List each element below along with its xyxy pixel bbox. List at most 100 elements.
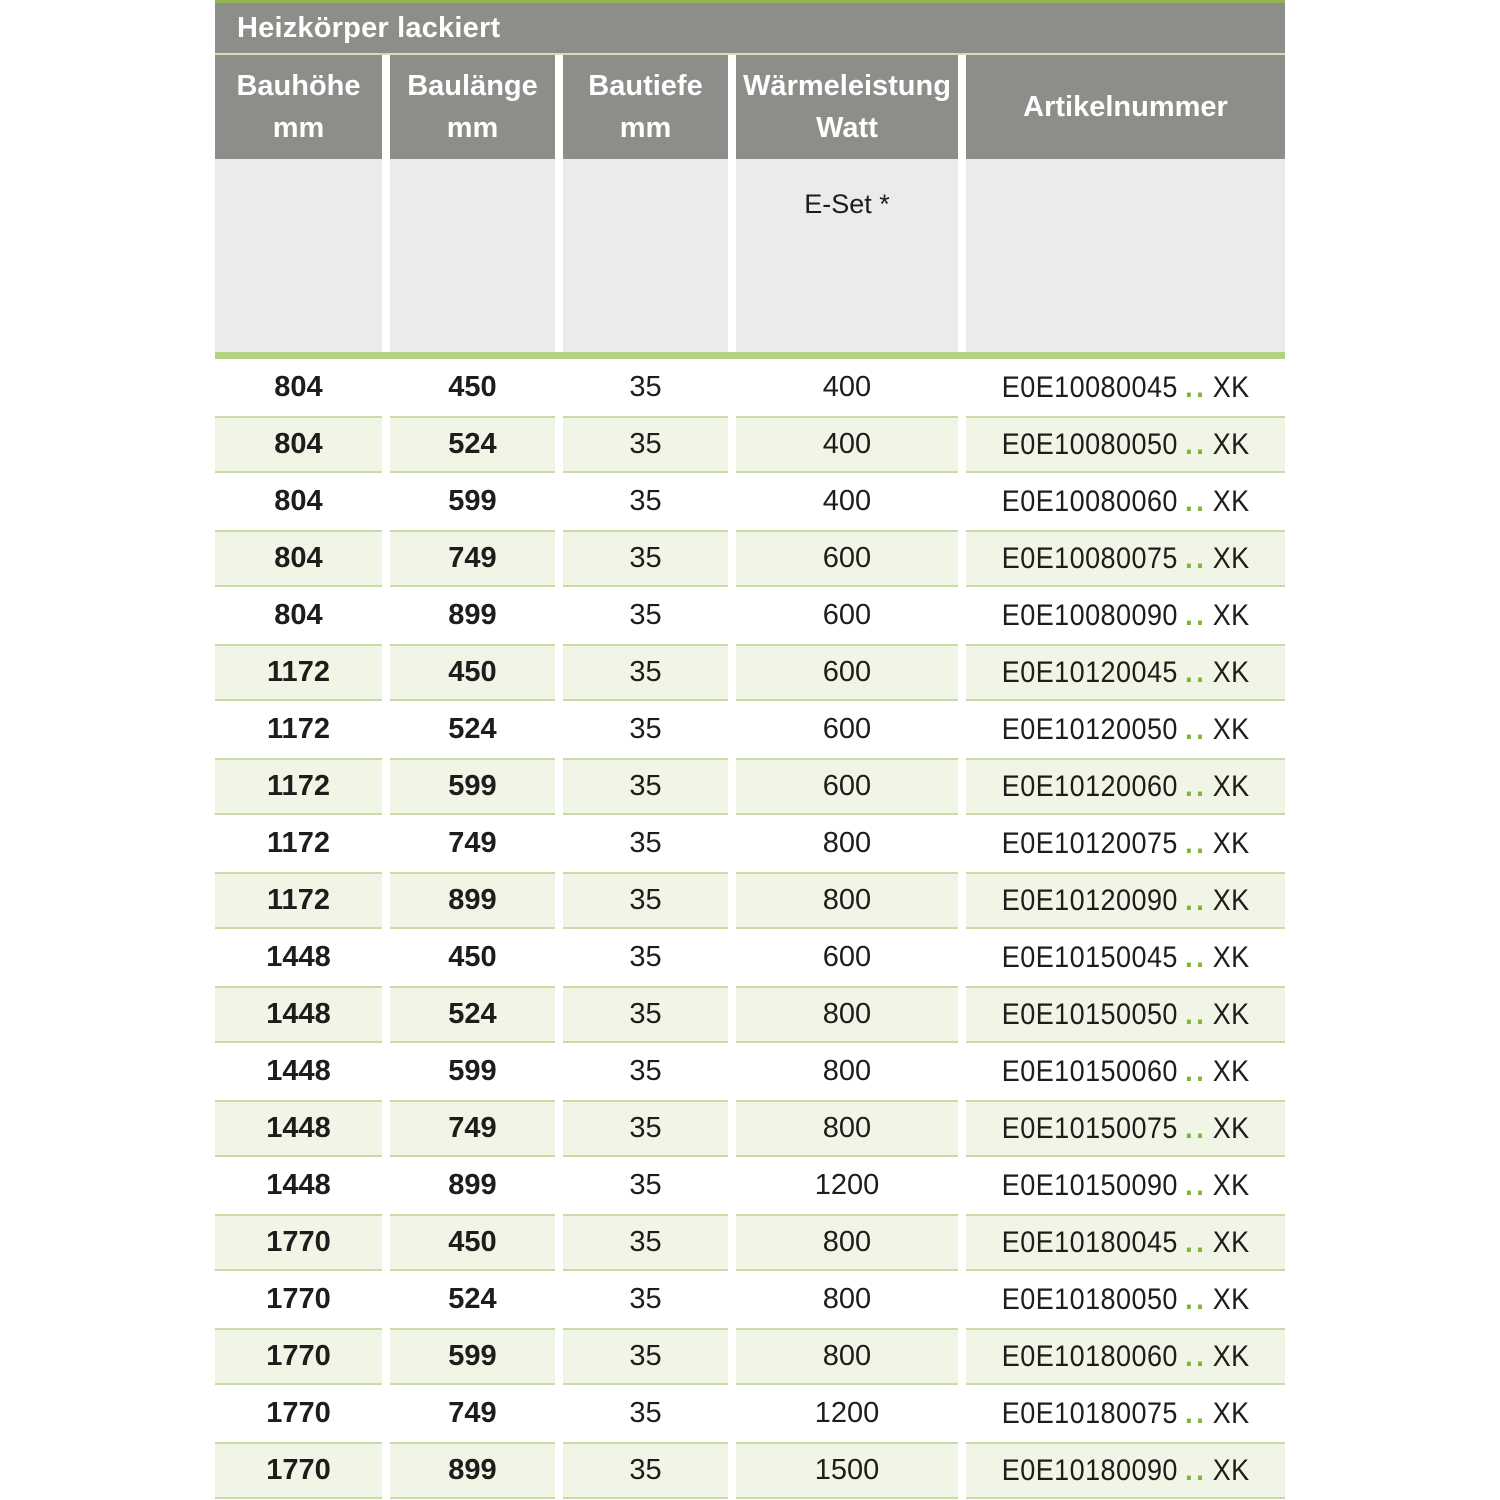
cell-artikelnummer: E0E10150045.. XK xyxy=(966,929,1285,986)
cell-baulaenge: 450 xyxy=(390,359,555,416)
cell-watt: 600 xyxy=(736,530,958,587)
article-number: E0E10120060.. XK xyxy=(1002,770,1250,804)
article-suffix: XK xyxy=(1212,1168,1250,1202)
cell-bauhoehe: 804 xyxy=(215,416,382,473)
cell-bauhoehe: 1770 xyxy=(215,1214,382,1271)
article-suffix: XK xyxy=(1212,1282,1250,1316)
cell-baulaenge: 450 xyxy=(390,644,555,701)
article-suffix: XK xyxy=(1212,997,1250,1031)
table-row: 804 524 35 400 E0E10080050.. XK xyxy=(215,416,1285,473)
article-dots: .. xyxy=(1184,541,1208,575)
article-dots: .. xyxy=(1184,1225,1208,1259)
cell-baulaenge: 899 xyxy=(390,872,555,929)
cell-bautiefe: 35 xyxy=(563,701,728,758)
article-prefix: E0E10150090 xyxy=(1001,1168,1178,1202)
subheader-cell-bauhoehe xyxy=(215,159,382,352)
cell-bautiefe: 35 xyxy=(563,644,728,701)
eset-label: E-Set * xyxy=(804,189,890,219)
article-prefix: E0E10120050 xyxy=(1001,712,1178,746)
cell-bauhoehe: 1172 xyxy=(215,644,382,701)
cell-bauhoehe: 1448 xyxy=(215,986,382,1043)
cell-artikelnummer: E0E10150090.. XK xyxy=(966,1157,1285,1214)
cell-artikelnummer: E0E10180090.. XK xyxy=(966,1442,1285,1499)
article-number: E0E10180050.. XK xyxy=(1002,1283,1250,1317)
column-header-baulaenge: Baulänge mm xyxy=(390,55,555,159)
cell-bauhoehe: 804 xyxy=(215,530,382,587)
article-number: E0E10080075.. XK xyxy=(1002,542,1250,576)
cell-watt: 800 xyxy=(736,1328,958,1385)
table-row: 1770 599 35 800 E0E10180060.. XK xyxy=(215,1328,1285,1385)
cell-watt: 800 xyxy=(736,1214,958,1271)
cell-baulaenge: 524 xyxy=(390,416,555,473)
article-suffix: XK xyxy=(1212,826,1250,860)
column-label: Bautiefe xyxy=(588,70,703,102)
cell-artikelnummer: E0E10120060.. XK xyxy=(966,758,1285,815)
cell-bautiefe: 35 xyxy=(563,815,728,872)
article-prefix: E0E10080075 xyxy=(1001,541,1178,575)
table-row: 1770 450 35 800 E0E10180045.. XK xyxy=(215,1214,1285,1271)
product-table: Heizkörper lackiert Bauhöhe mm Baulänge … xyxy=(215,0,1285,1499)
cell-baulaenge: 524 xyxy=(390,986,555,1043)
table-row: 804 899 35 600 E0E10080090.. XK xyxy=(215,587,1285,644)
cell-artikelnummer: E0E10080090.. XK xyxy=(966,587,1285,644)
column-label: Baulänge xyxy=(407,70,538,102)
column-header-waermeleistung: Wärmeleistung Watt xyxy=(736,55,958,159)
article-suffix: XK xyxy=(1212,541,1250,575)
cell-bauhoehe: 1770 xyxy=(215,1328,382,1385)
cell-bauhoehe: 1448 xyxy=(215,1043,382,1100)
article-prefix: E0E10180050 xyxy=(1001,1282,1178,1316)
cell-artikelnummer: E0E10120075.. XK xyxy=(966,815,1285,872)
cell-artikelnummer: E0E10150050.. XK xyxy=(966,986,1285,1043)
cell-watt: 400 xyxy=(736,359,958,416)
table-body: 804 450 35 400 E0E10080045.. XK 804 524 3… xyxy=(215,359,1285,1499)
column-header-bauhoehe: Bauhöhe mm xyxy=(215,55,382,159)
cell-watt: 400 xyxy=(736,416,958,473)
cell-baulaenge: 899 xyxy=(390,1157,555,1214)
cell-bauhoehe: 1448 xyxy=(215,1100,382,1157)
cell-artikelnummer: E0E10180075.. XK xyxy=(966,1385,1285,1442)
article-number: E0E10150045.. XK xyxy=(1002,941,1250,975)
article-suffix: XK xyxy=(1212,1396,1250,1430)
article-prefix: E0E10150060 xyxy=(1001,1054,1178,1088)
article-dots: .. xyxy=(1184,484,1208,518)
table-row: 1172 899 35 800 E0E10120090.. XK xyxy=(215,872,1285,929)
article-prefix: E0E10180060 xyxy=(1001,1339,1178,1373)
cell-watt: 600 xyxy=(736,587,958,644)
cell-bautiefe: 35 xyxy=(563,359,728,416)
article-prefix: E0E10120045 xyxy=(1001,655,1178,689)
cell-watt: 400 xyxy=(736,473,958,530)
article-suffix: XK xyxy=(1212,769,1250,803)
cell-bautiefe: 35 xyxy=(563,530,728,587)
cell-artikelnummer: E0E10120090.. XK xyxy=(966,872,1285,929)
article-suffix: XK xyxy=(1212,1225,1250,1259)
article-suffix: XK xyxy=(1212,427,1250,461)
article-dots: .. xyxy=(1184,712,1208,746)
column-unit: mm xyxy=(272,112,325,144)
article-suffix: XK xyxy=(1212,598,1250,632)
article-suffix: XK xyxy=(1212,1111,1250,1145)
cell-bauhoehe: 1770 xyxy=(215,1442,382,1499)
table-row: 804 599 35 400 E0E10080060.. XK xyxy=(215,473,1285,530)
cell-baulaenge: 524 xyxy=(390,1271,555,1328)
cell-artikelnummer: E0E10080075.. XK xyxy=(966,530,1285,587)
column-header-artikelnummer: Artikelnummer xyxy=(966,55,1285,159)
article-number: E0E10150050.. XK xyxy=(1002,998,1250,1032)
cell-bauhoehe: 1172 xyxy=(215,815,382,872)
table-row: 1770 524 35 800 E0E10180050.. XK xyxy=(215,1271,1285,1328)
article-number: E0E10180045.. XK xyxy=(1002,1226,1250,1260)
column-label: Artikelnummer xyxy=(1023,91,1228,123)
cell-baulaenge: 749 xyxy=(390,530,555,587)
article-prefix: E0E10120090 xyxy=(1001,883,1178,917)
cell-baulaenge: 749 xyxy=(390,1100,555,1157)
table-row: 1172 450 35 600 E0E10120045.. XK xyxy=(215,644,1285,701)
cell-watt: 800 xyxy=(736,815,958,872)
article-prefix: E0E10120060 xyxy=(1001,769,1178,803)
cell-bautiefe: 35 xyxy=(563,473,728,530)
cell-baulaenge: 450 xyxy=(390,1214,555,1271)
cell-bautiefe: 35 xyxy=(563,416,728,473)
cell-artikelnummer: E0E10180050.. XK xyxy=(966,1271,1285,1328)
cell-watt: 800 xyxy=(736,1100,958,1157)
column-unit: mm xyxy=(446,112,499,144)
table-row: 1172 749 35 800 E0E10120075.. XK xyxy=(215,815,1285,872)
table-row: 1770 749 35 1200 E0E10180075.. XK xyxy=(215,1385,1285,1442)
